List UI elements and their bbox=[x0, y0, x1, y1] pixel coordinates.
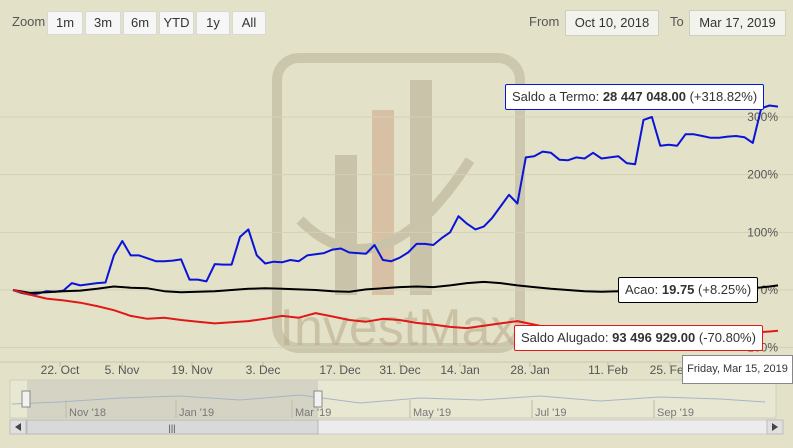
x-tick-label: 5. Nov bbox=[105, 363, 140, 377]
navigator[interactable]: Nov '18 Jan '19 Mar '19 May '19 Jul '19 Sep '… bbox=[9, 379, 777, 419]
x-tick-label: 22. Oct bbox=[41, 363, 80, 377]
tooltip-termo-name: Saldo a Termo bbox=[512, 89, 596, 104]
x-tick-label: 28. Jan bbox=[510, 363, 549, 377]
y-axis-labels: 300%200%100%0%-100% bbox=[743, 110, 778, 355]
date-tooltip: Friday, Mar 15, 2019 bbox=[682, 355, 793, 384]
navigator-series-line bbox=[11, 394, 766, 405]
zoom-1m-button[interactable]: 1m bbox=[47, 11, 83, 35]
to-label: To bbox=[670, 14, 684, 29]
scrollbar-right-arrow-icon bbox=[772, 423, 778, 431]
navigator-tick-label: May '19 bbox=[413, 407, 451, 419]
navigator-ticks: Nov '18 Jan '19 Mar '19 May '19 Jul '19 Sep '… bbox=[65, 400, 694, 419]
x-tick-label: 14. Jan bbox=[440, 363, 479, 377]
tooltip-alugado-change: (-70.80%) bbox=[698, 330, 756, 345]
scrollbar-thumb[interactable] bbox=[26, 419, 319, 435]
tooltip-alugado-name: Saldo Alugado bbox=[521, 330, 605, 345]
navigator-tick-label: Jul '19 bbox=[535, 407, 566, 419]
from-label: From bbox=[529, 14, 560, 29]
x-axis-labels: 22. Oct 5. Nov 19. Nov 3. Dec 17. Dec 31. Dec… bbox=[41, 362, 691, 377]
x-tick-label: 11. Feb bbox=[588, 363, 628, 377]
zoom-all-button[interactable]: All bbox=[232, 11, 266, 35]
scrollbar-left-arrow-icon bbox=[15, 423, 21, 431]
tooltip-acao: Acao: 19.75 (+8.25%) bbox=[618, 277, 759, 303]
tooltip-acao-change: (+8.25%) bbox=[698, 282, 752, 297]
tooltip-saldo-alugado: Saldo Alugado: 93 496 929.00 (-70.80%) bbox=[514, 325, 763, 351]
navigator-tick-label: Mar '19 bbox=[295, 407, 331, 419]
zoom-3m-button[interactable]: 3m bbox=[85, 11, 121, 35]
navigator-left-handle[interactable] bbox=[21, 390, 31, 408]
series-line-saldo-a-termo[interactable] bbox=[12, 104, 779, 296]
x-tick-label: 31. Dec bbox=[379, 363, 420, 377]
watermark-text: InvestMax bbox=[280, 299, 517, 357]
x-tick-label: 17. Dec bbox=[319, 363, 360, 377]
from-date-input[interactable]: Oct 10, 2018 bbox=[565, 10, 659, 36]
navigator-tick-label: Nov '18 bbox=[69, 407, 106, 419]
navigator-tick-label: Sep '19 bbox=[657, 407, 694, 419]
tooltip-termo-value: 28 447 048.00 bbox=[602, 89, 686, 104]
tooltip-saldo-termo: Saldo a Termo: 28 447 048.00 (+318.82%) bbox=[505, 84, 765, 110]
x-tick-label: 19. Nov bbox=[171, 363, 212, 377]
zoom-label: Zoom bbox=[12, 14, 46, 29]
zoom-6m-button[interactable]: 6m bbox=[123, 11, 157, 35]
y-tick-label: 200% bbox=[747, 168, 778, 182]
tooltip-alugado-value: 93 496 929.00 bbox=[612, 330, 696, 345]
navigator-selection[interactable] bbox=[27, 380, 318, 418]
y-tick-label: 100% bbox=[747, 225, 778, 239]
navigator-tick-label: Jan '19 bbox=[179, 407, 214, 419]
tooltip-termo-change: (+318.82%) bbox=[689, 89, 758, 104]
tooltip-acao-name: Acao bbox=[625, 282, 655, 297]
tooltip-acao-value: 19.75 bbox=[661, 282, 695, 297]
scrollbar-grip-icon: ||| bbox=[168, 423, 175, 433]
navigator-right-handle[interactable] bbox=[313, 390, 323, 408]
scrollbar[interactable]: ||| bbox=[9, 419, 784, 435]
x-tick-label: 3. Dec bbox=[246, 363, 281, 377]
x-tick-label: 25. Feb bbox=[650, 363, 691, 377]
y-tick-label: 300% bbox=[747, 110, 778, 124]
zoom-ytd-button[interactable]: YTD bbox=[159, 11, 194, 35]
to-date-input[interactable]: Mar 17, 2019 bbox=[689, 10, 786, 36]
zoom-1y-button[interactable]: 1y bbox=[196, 11, 230, 35]
